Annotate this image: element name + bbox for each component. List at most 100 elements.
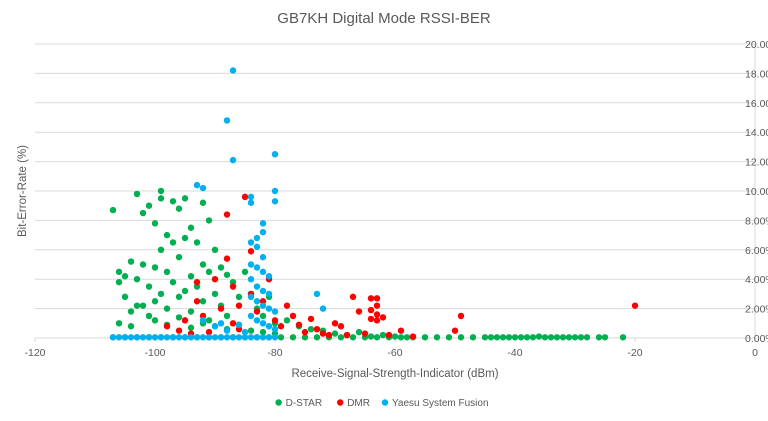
data-point [295,321,303,328]
data-point [373,317,381,324]
data-point [247,327,255,334]
data-point [217,264,225,271]
data-point [433,334,441,341]
chart-title: GB7KH Digital Mode RSSI-BER [277,10,491,27]
data-point [289,334,297,341]
legend-item: Yaesu System Fusion [381,398,489,409]
data-point [211,334,219,341]
data-point [115,320,123,327]
data-point [115,278,123,286]
data-point [205,268,213,276]
data-point [253,317,261,324]
x-tick-label: -60 [387,347,402,359]
data-point [397,327,405,334]
data-point [235,325,243,333]
data-point [223,334,231,341]
series-d-star [109,187,627,341]
data-point [217,334,225,341]
x-tick-label: -20 [627,347,642,359]
y-tick-label: 2.00% [745,304,768,316]
data-point [529,334,537,341]
data-point [127,334,135,341]
data-point [145,283,153,290]
data-point [169,278,177,286]
data-point [247,261,255,268]
data-point [205,328,213,336]
data-point [151,264,159,271]
data-point [169,239,177,246]
legend-marker [337,399,344,406]
data-point [157,187,165,195]
x-tick-label: -80 [267,347,282,359]
data-point [139,261,147,268]
data-point [451,327,459,334]
data-point [271,317,279,324]
data-point [301,328,309,336]
data-point [187,273,195,280]
series-dmr [163,193,639,340]
data-point [163,305,171,312]
data-point [199,298,207,305]
data-point [271,308,279,315]
data-point [181,234,189,242]
data-point [445,334,453,341]
data-point [235,302,243,309]
data-point [223,327,231,334]
data-point [259,302,267,309]
data-point [133,190,141,198]
data-point [235,293,243,301]
data-point [331,320,339,327]
data-point [253,234,261,242]
data-point [199,312,207,320]
data-point [151,220,159,227]
data-point [391,333,399,340]
data-point [367,306,375,314]
x-tick-label: 0 [752,347,758,359]
data-point [163,323,171,330]
data-point [229,67,237,74]
data-point [211,323,219,330]
data-point [253,243,261,251]
data-point [259,287,267,295]
data-point [145,334,153,341]
data-point [307,325,315,333]
data-point [157,195,165,202]
data-point [229,334,237,341]
data-point [259,312,267,320]
data-point [121,293,129,301]
data-point [235,321,243,328]
data-point [223,271,231,278]
legend-marker [275,399,282,406]
data-point [127,258,135,265]
data-point [367,315,375,323]
data-point [349,334,357,341]
data-point [169,198,177,205]
data-point [217,305,225,312]
data-point [229,283,237,290]
y-tick-label: 4.00% [745,274,768,286]
data-point [511,334,519,341]
data-point [181,195,189,202]
data-point [313,325,321,333]
data-point [265,334,273,341]
data-point [121,334,129,341]
data-point [199,261,207,268]
data-point [559,334,567,341]
data-point [397,334,405,341]
data-point [181,334,189,341]
data-point [277,334,285,341]
data-point [211,290,219,298]
data-point [115,268,123,276]
data-point [175,293,183,301]
y-tick-label: 14.00% [745,127,768,139]
data-point [289,312,297,320]
data-point [145,312,153,320]
data-point [133,276,141,283]
data-point [385,331,393,339]
data-point [277,323,285,330]
x-tick-label: -100 [144,347,165,359]
data-point [601,334,609,341]
legend-label: Yaesu System Fusion [392,398,489,409]
data-point [175,314,183,321]
